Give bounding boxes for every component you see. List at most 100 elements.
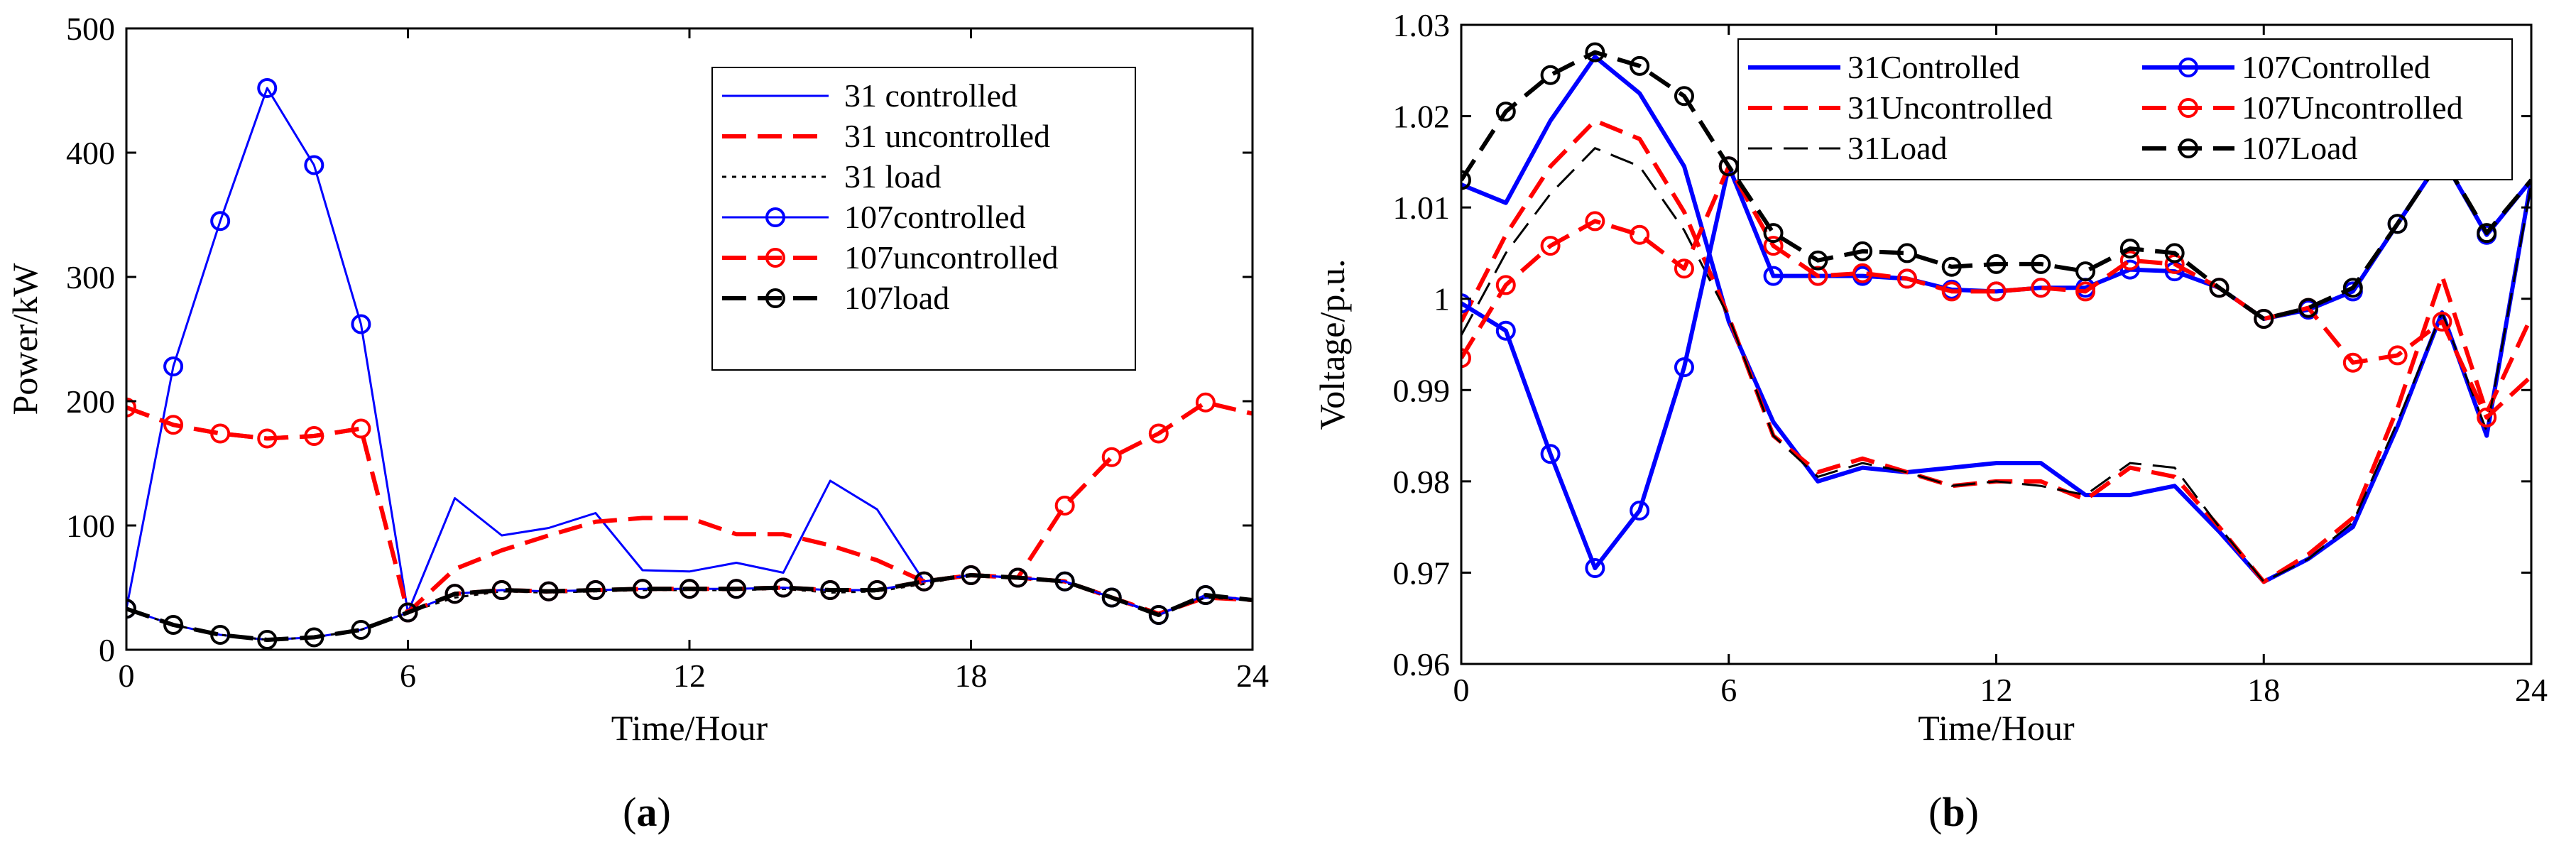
y-tick-label: 200 xyxy=(66,383,115,420)
data-point-107load xyxy=(1808,250,1828,271)
data-point-107load xyxy=(1585,42,1605,62)
legend-marker xyxy=(2178,138,2198,158)
data-point-107load xyxy=(2387,214,2408,234)
data-point-107load xyxy=(1718,156,1739,177)
data-point-107load xyxy=(2164,243,2185,263)
data-point-107load xyxy=(680,579,699,599)
series-line-31controlled xyxy=(1461,55,2531,584)
data-point-107load xyxy=(126,599,136,619)
data-point-107uncontrolled xyxy=(1674,258,1694,279)
x-tick-label: 12 xyxy=(1980,672,2013,708)
legend-marker xyxy=(2178,58,2198,77)
data-point-107load xyxy=(538,581,559,601)
data-point-107uncontrolled xyxy=(1763,236,1784,256)
data-point-107load xyxy=(820,580,841,600)
y-tick-label: 1.01 xyxy=(1393,190,1451,226)
x-axis-label: Time/Hour xyxy=(611,708,768,748)
data-point-107load xyxy=(2119,239,2140,258)
y-axis-label: Voltage/p.u. xyxy=(1312,259,1352,430)
series-line-31-uncontrolled xyxy=(126,405,1252,616)
data-point-107load xyxy=(773,577,794,598)
series-line-107uncontrolled xyxy=(1461,164,2531,420)
legend-entry-label: 107uncontrolled xyxy=(844,239,1059,276)
data-point-107uncontrolled xyxy=(1852,263,1873,283)
data-point-107uncontrolled xyxy=(2075,281,2096,302)
data-point-107uncontrolled xyxy=(2432,311,2452,332)
x-tick-label: 18 xyxy=(955,658,988,694)
data-point-107uncontrolled xyxy=(304,426,324,446)
data-point-107uncontrolled xyxy=(351,418,371,439)
data-point-107uncontrolled xyxy=(1941,281,1962,302)
data-point-107load xyxy=(2031,254,2051,274)
data-point-107uncontrolled xyxy=(2031,278,2051,298)
x-tick-label: 12 xyxy=(673,658,706,694)
data-point-107uncontrolled xyxy=(1808,266,1828,286)
y-tick-label: 0 xyxy=(99,632,115,668)
data-point-107controlled xyxy=(304,155,324,175)
data-point-107load xyxy=(632,579,653,599)
data-point-107controlled xyxy=(210,211,231,231)
x-tick-label: 6 xyxy=(1720,672,1737,708)
data-point-107uncontrolled xyxy=(2119,250,2140,271)
legend-marker xyxy=(2178,98,2198,118)
legend-entry-label: 31 uncontrolled xyxy=(844,118,1050,154)
data-point-107load xyxy=(726,579,747,599)
data-point-107load xyxy=(961,565,981,585)
legend: 31Controlled 31Uncontrolled 31Load 107Contr… xyxy=(1737,38,2513,180)
data-point-107uncontrolled xyxy=(1630,224,1650,245)
legend-marker xyxy=(765,288,785,308)
x-tick-label: 24 xyxy=(2515,672,2548,708)
x-tick-label: 0 xyxy=(1453,672,1470,708)
data-point-107load xyxy=(1986,254,2007,274)
x-tick-label: 6 xyxy=(400,658,416,694)
series-line-31uncontrolled xyxy=(1461,119,2531,584)
data-point-107load xyxy=(304,627,324,648)
series-line-107load xyxy=(126,573,1252,642)
data-point-107load xyxy=(2298,298,2319,318)
legend-marker xyxy=(765,248,785,268)
data-point-107uncontrolled xyxy=(210,423,231,444)
data-point-107uncontrolled xyxy=(1495,275,1516,295)
plot-area xyxy=(1461,42,2531,584)
data-point-107uncontrolled xyxy=(163,415,184,435)
data-point-107load xyxy=(867,580,888,600)
data-point-107load xyxy=(2075,261,2096,282)
data-point-107load xyxy=(1054,571,1075,592)
data-point-107load xyxy=(257,630,278,650)
data-point-107uncontrolled xyxy=(126,397,136,418)
plot-area xyxy=(126,78,1252,650)
data-point-107load xyxy=(2342,278,2363,298)
data-point-107load xyxy=(1674,86,1694,107)
series-line-31-load xyxy=(126,574,1252,641)
legend-entry-label: 31 load xyxy=(844,158,942,195)
y-tick-label: 0.99 xyxy=(1393,372,1451,408)
y-tick-label: 0.98 xyxy=(1393,464,1451,500)
x-axis-label: Time/Hour xyxy=(1918,708,2075,748)
data-point-107controlled xyxy=(1763,266,1784,286)
legend-entry-label: 31Load xyxy=(1848,130,1948,166)
legend-entry-label: 31Controlled xyxy=(1848,49,2020,85)
data-point-107uncontrolled xyxy=(1148,423,1169,444)
data-point-107uncontrolled xyxy=(1101,447,1122,467)
data-point-107controlled xyxy=(1461,293,1471,314)
data-point-107controlled xyxy=(1495,320,1516,341)
data-point-107load xyxy=(1195,585,1216,605)
data-point-107controlled xyxy=(1540,444,1561,464)
data-point-107load xyxy=(1852,241,1873,261)
data-point-107load xyxy=(1763,223,1784,244)
legend-entry-label: 107Load xyxy=(2242,130,2358,166)
legend-entry-label: 107Uncontrolled xyxy=(2242,89,2463,126)
data-point-107controlled xyxy=(163,356,184,376)
data-point-107uncontrolled xyxy=(1054,496,1075,516)
panel-caption: (b) xyxy=(1928,789,1979,835)
data-point-107uncontrolled xyxy=(1896,268,1917,289)
data-point-107uncontrolled xyxy=(257,428,278,449)
data-point-107load xyxy=(163,615,184,635)
data-point-107load xyxy=(2209,278,2230,298)
data-point-107load xyxy=(1101,587,1122,608)
y-tick-label: 1 xyxy=(1434,281,1450,317)
y-tick-label: 1.02 xyxy=(1393,99,1451,135)
data-point-107controlled xyxy=(1674,357,1694,378)
data-point-107load xyxy=(1941,256,1962,277)
